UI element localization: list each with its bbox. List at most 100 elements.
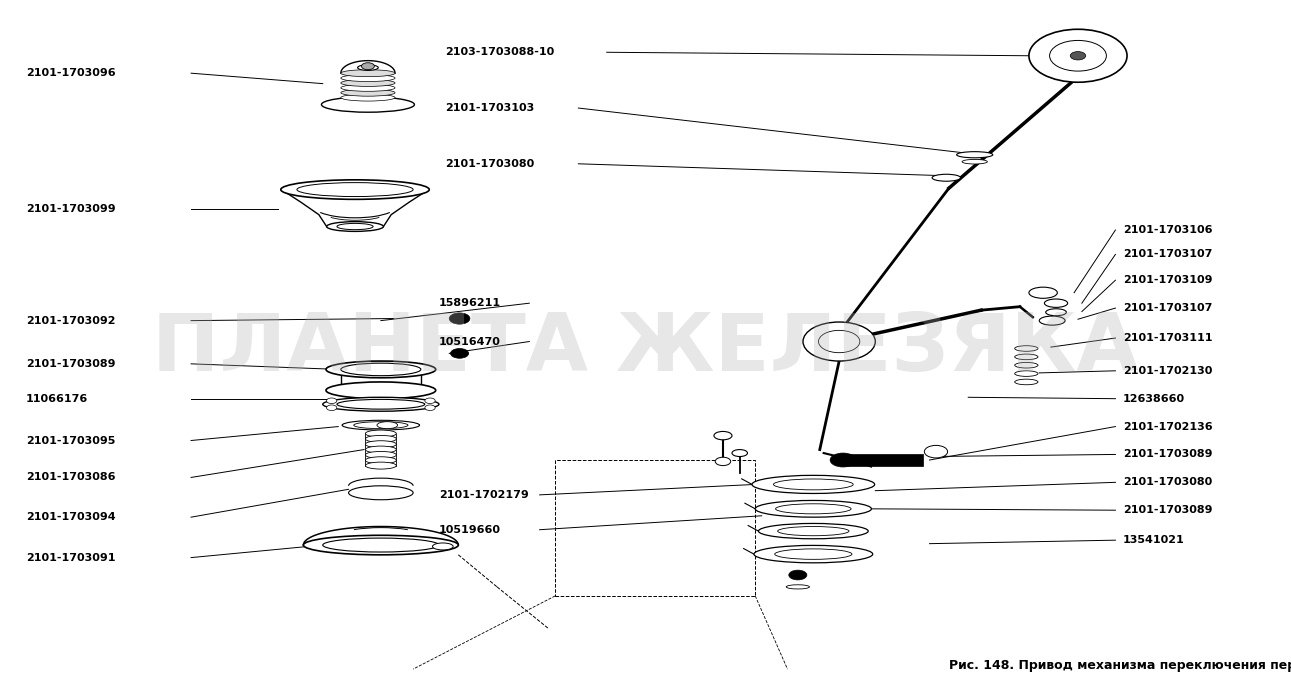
Ellipse shape bbox=[341, 384, 421, 397]
Circle shape bbox=[425, 398, 435, 404]
Ellipse shape bbox=[1015, 379, 1038, 385]
Text: 2101-1703106: 2101-1703106 bbox=[1123, 225, 1212, 235]
Circle shape bbox=[451, 348, 469, 358]
Circle shape bbox=[803, 322, 875, 361]
Circle shape bbox=[361, 63, 374, 70]
Text: 2101-1702136: 2101-1702136 bbox=[1123, 422, 1212, 431]
Text: 2101-1703103: 2101-1703103 bbox=[445, 103, 534, 113]
Ellipse shape bbox=[773, 479, 853, 490]
Text: 2101-1703089: 2101-1703089 bbox=[1123, 505, 1212, 515]
Ellipse shape bbox=[775, 549, 852, 559]
Text: 13541021: 13541021 bbox=[1123, 535, 1185, 545]
Circle shape bbox=[818, 330, 860, 353]
Ellipse shape bbox=[337, 223, 373, 229]
Ellipse shape bbox=[753, 475, 875, 493]
Circle shape bbox=[1070, 52, 1086, 60]
Ellipse shape bbox=[365, 441, 396, 447]
Circle shape bbox=[924, 445, 948, 458]
Text: 2101-1703092: 2101-1703092 bbox=[26, 316, 115, 325]
Ellipse shape bbox=[337, 399, 425, 409]
Ellipse shape bbox=[341, 94, 395, 101]
Ellipse shape bbox=[365, 452, 396, 459]
Text: 11066176: 11066176 bbox=[26, 394, 88, 404]
Circle shape bbox=[830, 453, 856, 467]
Ellipse shape bbox=[1015, 354, 1038, 360]
Bar bbox=[555, 460, 755, 596]
Ellipse shape bbox=[759, 523, 868, 539]
Circle shape bbox=[327, 405, 337, 411]
Ellipse shape bbox=[1015, 362, 1038, 368]
Ellipse shape bbox=[1015, 371, 1038, 376]
Text: 2101-1703096: 2101-1703096 bbox=[26, 68, 115, 78]
Ellipse shape bbox=[754, 545, 873, 563]
Ellipse shape bbox=[1039, 316, 1065, 325]
Text: Рис. 148. Привод механизма переключения передач: Рис. 148. Привод механизма переключения … bbox=[949, 659, 1291, 672]
Text: 2101-1702179: 2101-1702179 bbox=[439, 490, 529, 500]
Ellipse shape bbox=[365, 436, 396, 443]
Ellipse shape bbox=[365, 462, 396, 469]
Text: 2101-1703095: 2101-1703095 bbox=[26, 436, 115, 445]
Bar bbox=[846, 454, 923, 466]
Ellipse shape bbox=[323, 397, 439, 411]
Text: 10519660: 10519660 bbox=[439, 525, 501, 535]
Ellipse shape bbox=[1015, 346, 1038, 351]
Ellipse shape bbox=[358, 65, 378, 70]
Text: 2101-1703107: 2101-1703107 bbox=[1123, 250, 1212, 259]
Ellipse shape bbox=[341, 363, 421, 376]
Ellipse shape bbox=[297, 183, 413, 197]
Text: 12638660: 12638660 bbox=[1123, 394, 1185, 404]
Circle shape bbox=[1050, 40, 1106, 71]
Ellipse shape bbox=[962, 160, 988, 164]
Ellipse shape bbox=[341, 89, 395, 96]
Ellipse shape bbox=[342, 420, 420, 430]
Ellipse shape bbox=[349, 486, 413, 500]
Text: 2101-1702130: 2101-1702130 bbox=[1123, 366, 1212, 376]
Text: 2101-1703080: 2101-1703080 bbox=[445, 159, 534, 169]
Ellipse shape bbox=[321, 97, 414, 112]
Ellipse shape bbox=[365, 457, 396, 464]
Text: 2101-1703099: 2101-1703099 bbox=[26, 204, 115, 214]
Ellipse shape bbox=[1044, 299, 1068, 307]
Text: 2101-1703111: 2101-1703111 bbox=[1123, 333, 1212, 343]
Ellipse shape bbox=[341, 79, 395, 86]
Ellipse shape bbox=[365, 430, 396, 437]
Ellipse shape bbox=[323, 538, 439, 552]
Ellipse shape bbox=[281, 180, 430, 199]
Circle shape bbox=[327, 398, 337, 404]
Circle shape bbox=[715, 457, 731, 466]
Ellipse shape bbox=[325, 382, 436, 399]
Ellipse shape bbox=[932, 174, 961, 181]
Ellipse shape bbox=[786, 585, 809, 589]
Text: 2101-1703107: 2101-1703107 bbox=[1123, 303, 1212, 313]
Ellipse shape bbox=[341, 70, 395, 77]
Ellipse shape bbox=[325, 361, 436, 378]
Ellipse shape bbox=[1029, 287, 1057, 298]
Text: 2101-1703089: 2101-1703089 bbox=[1123, 450, 1212, 459]
Ellipse shape bbox=[341, 84, 395, 91]
Circle shape bbox=[425, 405, 435, 411]
Text: 2101-1703091: 2101-1703091 bbox=[26, 553, 115, 562]
Ellipse shape bbox=[354, 422, 408, 429]
Circle shape bbox=[1029, 29, 1127, 82]
Ellipse shape bbox=[777, 526, 849, 536]
Text: 2101-1703094: 2101-1703094 bbox=[26, 512, 115, 522]
Text: 15896211: 15896211 bbox=[439, 298, 501, 308]
Ellipse shape bbox=[377, 422, 398, 429]
Text: 2101-1703080: 2101-1703080 bbox=[1123, 477, 1212, 487]
Ellipse shape bbox=[303, 535, 458, 555]
Text: 2101-1703086: 2101-1703086 bbox=[26, 473, 115, 482]
Ellipse shape bbox=[327, 222, 383, 231]
Text: ПЛАНЕТА ЖЕЛЕЗЯКА: ПЛАНЕТА ЖЕЛЕЗЯКА bbox=[152, 309, 1139, 388]
Text: 2103-1703088-10: 2103-1703088-10 bbox=[445, 47, 555, 57]
Ellipse shape bbox=[755, 500, 871, 517]
Circle shape bbox=[789, 570, 807, 580]
Ellipse shape bbox=[776, 504, 851, 514]
Ellipse shape bbox=[341, 75, 395, 82]
Ellipse shape bbox=[732, 450, 747, 457]
Ellipse shape bbox=[365, 446, 396, 453]
Ellipse shape bbox=[432, 543, 453, 550]
Circle shape bbox=[449, 313, 470, 324]
Text: 10516470: 10516470 bbox=[439, 337, 501, 346]
Ellipse shape bbox=[714, 431, 732, 440]
Text: 2101-1703109: 2101-1703109 bbox=[1123, 275, 1212, 285]
